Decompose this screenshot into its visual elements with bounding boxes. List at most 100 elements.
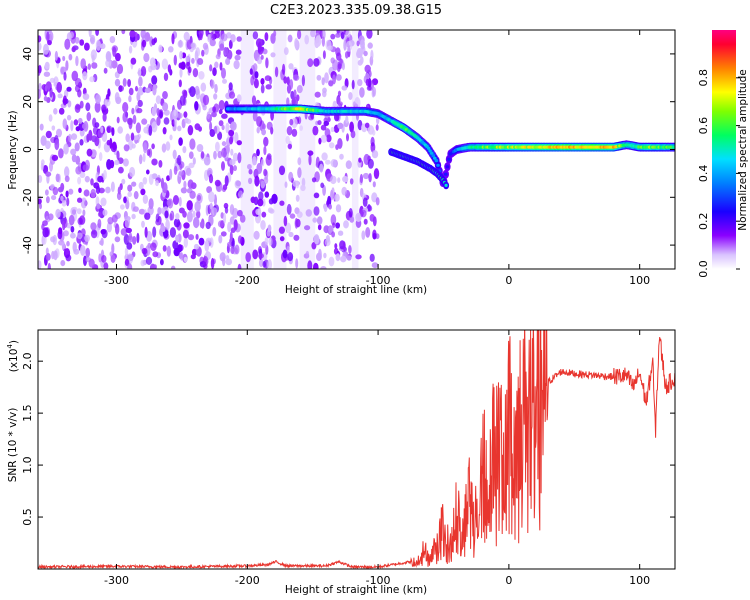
noise-speckle bbox=[100, 197, 107, 207]
noise-speckle bbox=[82, 209, 86, 217]
noise-speckle bbox=[168, 46, 174, 53]
noise-speckle bbox=[38, 198, 42, 205]
noise-speckle bbox=[43, 43, 49, 55]
noise-speckle bbox=[88, 129, 93, 141]
noise-speckle bbox=[261, 211, 267, 218]
noise-speckle bbox=[371, 192, 378, 203]
noise-speckle bbox=[341, 62, 345, 71]
noise-speckle bbox=[70, 120, 74, 132]
noise-speckle bbox=[189, 86, 196, 98]
noise-speckle bbox=[190, 43, 196, 48]
noise-speckle bbox=[79, 139, 84, 146]
noise-speckle bbox=[66, 86, 72, 92]
noise-speckle bbox=[313, 206, 320, 216]
noise-speckle bbox=[286, 97, 290, 107]
noise-speckle bbox=[262, 260, 267, 268]
trace-core bbox=[447, 157, 451, 161]
noise-speckle bbox=[365, 227, 371, 238]
noise-speckle bbox=[263, 145, 267, 156]
noise-speckle bbox=[140, 259, 146, 267]
noise-speckle bbox=[345, 40, 353, 52]
noise-speckle bbox=[58, 107, 65, 115]
noise-speckle bbox=[148, 174, 154, 185]
noise-speckle bbox=[335, 47, 341, 57]
noise-speckle bbox=[335, 74, 342, 81]
noise-speckle bbox=[97, 175, 104, 183]
noise-speckle bbox=[144, 226, 148, 238]
noise-speckle bbox=[367, 204, 371, 212]
noise-speckle bbox=[183, 222, 190, 229]
noise-speckle bbox=[236, 36, 242, 42]
noise-speckle bbox=[229, 231, 233, 243]
noise-speckle bbox=[161, 58, 169, 70]
noise-speckle bbox=[283, 47, 289, 56]
y-tick-label: 0.5 bbox=[21, 508, 34, 526]
noise-speckle bbox=[252, 31, 259, 40]
noise-speckle bbox=[282, 249, 288, 259]
noise-speckle bbox=[166, 245, 171, 257]
noise-speckle bbox=[316, 74, 322, 81]
noise-speckle bbox=[283, 215, 288, 227]
noise-speckle bbox=[92, 117, 97, 128]
noise-speckle bbox=[114, 159, 120, 166]
noise-speckle bbox=[311, 177, 317, 183]
noise-speckle bbox=[101, 255, 107, 263]
noise-speckle bbox=[129, 166, 136, 178]
noise-speckle bbox=[43, 96, 48, 102]
noise-speckle bbox=[330, 159, 337, 168]
noise-speckle bbox=[177, 40, 184, 48]
noise-speckle bbox=[143, 126, 150, 134]
noise-speckle bbox=[229, 204, 235, 215]
noise-speckle bbox=[138, 76, 143, 87]
noise-speckle bbox=[177, 112, 183, 119]
noise-speckle bbox=[221, 124, 225, 131]
noise-speckle bbox=[190, 182, 197, 190]
noise-speckle bbox=[258, 253, 264, 259]
noise-speckle bbox=[111, 243, 115, 254]
noise-speckle bbox=[62, 118, 68, 129]
noise-speckle bbox=[136, 232, 140, 244]
noise-speckle bbox=[79, 39, 85, 46]
noise-speckle bbox=[320, 134, 328, 143]
noise-speckle bbox=[183, 111, 188, 118]
noise-speckle bbox=[167, 198, 174, 209]
noise-speckle bbox=[101, 104, 107, 113]
noise-speckle bbox=[278, 226, 285, 234]
noise-speckle bbox=[269, 208, 275, 214]
noise-speckle bbox=[148, 65, 153, 73]
noise-speckle bbox=[295, 258, 299, 269]
noise-speckle bbox=[296, 85, 303, 94]
noise-speckle bbox=[233, 165, 237, 172]
noise-speckle bbox=[44, 61, 50, 70]
noise-speckle bbox=[289, 213, 296, 219]
noise-speckle bbox=[151, 75, 158, 85]
noise-speckle bbox=[120, 228, 128, 236]
noise-speckle bbox=[193, 243, 200, 250]
noise-speckle bbox=[263, 168, 268, 177]
noise-speckle bbox=[71, 209, 77, 215]
noise-speckle bbox=[180, 61, 186, 70]
noise-speckle bbox=[235, 180, 242, 187]
noise-speckle bbox=[253, 230, 260, 240]
noise-speckle bbox=[260, 78, 265, 85]
noise-speckle bbox=[146, 149, 151, 156]
trace-core bbox=[445, 165, 450, 169]
noise-speckle bbox=[217, 150, 223, 159]
noise-speckle bbox=[324, 128, 331, 138]
noise-speckle bbox=[218, 109, 223, 115]
noise-speckle bbox=[183, 31, 190, 41]
noise-speckle bbox=[317, 224, 322, 231]
noise-speckle bbox=[207, 34, 211, 43]
noise-speckle bbox=[316, 216, 323, 225]
noise-speckle bbox=[197, 58, 204, 65]
noise-speckle bbox=[340, 255, 347, 263]
noise-speckle bbox=[74, 142, 80, 152]
noise-speckle bbox=[220, 231, 227, 237]
noise-speckle bbox=[225, 122, 230, 134]
noise-speckle bbox=[253, 78, 259, 89]
noise-speckle bbox=[143, 142, 148, 154]
noise-speckle bbox=[47, 262, 51, 269]
noise-speckle bbox=[315, 35, 322, 47]
noise-speckle bbox=[68, 53, 73, 61]
gap-band bbox=[240, 30, 254, 269]
